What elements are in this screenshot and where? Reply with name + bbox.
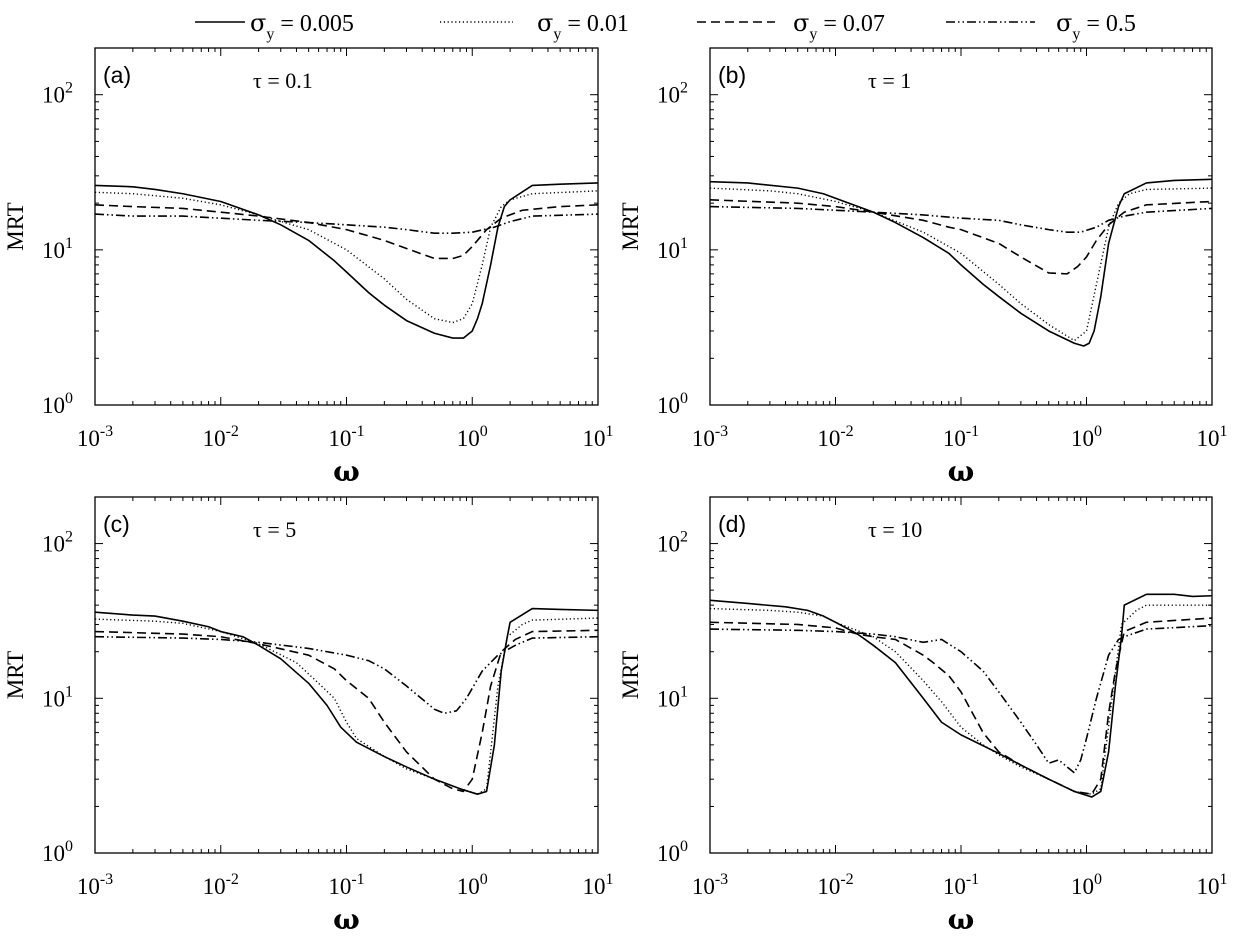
legend-label: σy = 0.005 (250, 9, 354, 43)
series-line-solid (710, 178, 1212, 347)
x-tick-label: 10-1 (943, 871, 979, 899)
y-tick-label: 101 (657, 235, 688, 263)
x-tick-label: 10-2 (203, 871, 239, 899)
x-tick-label: 101 (583, 423, 614, 451)
panel: 10-3 10-2 10-1 100 101 100 101 102 ω MRT (a) τ = 0.… (3, 47, 614, 488)
x-tick-label: 100 (1071, 871, 1102, 899)
chart-panels: 10-3 10-2 10-1 100 101 100 101 102 ω MRT (a) τ = 0.… (3, 47, 1228, 936)
panel: 10-3 10-2 10-1 100 101 100 101 102 ω MRT (b) τ = 1 (618, 47, 1228, 488)
plot-frame (94, 496, 599, 854)
legend-item: σy = 0.01 (440, 9, 629, 43)
legend-item: σy = 0.07 (697, 9, 885, 43)
y-tick-label: 101 (657, 683, 688, 711)
series-group (95, 607, 598, 795)
x-axis-label: ω (333, 455, 360, 488)
legend-label: σy = 0.5 (1056, 9, 1136, 43)
panel: 10-3 10-2 10-1 100 101 100 101 102 ω MRT (c) τ = 5 (3, 496, 614, 936)
panel-label: (c) (103, 511, 130, 537)
series-line-dashdotdot (710, 205, 1212, 233)
legend-label: σy = 0.01 (537, 9, 629, 43)
plot-frame (94, 47, 599, 406)
y-axis-label: MRT (618, 651, 643, 699)
series-line-dashdotdot (95, 635, 598, 715)
series-group (95, 182, 598, 339)
x-tick-label: 10-2 (817, 871, 853, 899)
x-tick-label: 10-3 (692, 423, 728, 451)
x-tick-label: 100 (1071, 423, 1102, 451)
tau-annotation: τ = 5 (253, 517, 296, 542)
series-line-dashed (95, 629, 598, 793)
legend-item: σy = 0.5 (946, 9, 1136, 43)
y-axis-label: MRT (3, 651, 28, 699)
panel-label: (a) (103, 62, 131, 88)
x-tick-label: 10-1 (943, 423, 979, 451)
x-tick-label: 100 (457, 871, 488, 899)
legend-item: σy = 0.005 (195, 9, 354, 43)
series-line-solid (95, 182, 598, 339)
series-line-dashed (95, 204, 598, 260)
series-line-dotted (95, 617, 598, 795)
x-tick-label: 101 (1197, 871, 1228, 899)
y-axis-label: MRT (618, 202, 643, 250)
series-line-dotted (95, 190, 598, 324)
y-tick-label: 102 (42, 80, 73, 108)
y-tick-label: 102 (42, 529, 73, 557)
series-line-dashdotdot (95, 213, 598, 235)
y-tick-label: 100 (42, 390, 73, 418)
series-line-dashed (710, 199, 1212, 275)
y-tick-label: 100 (657, 390, 688, 418)
series-group (710, 593, 1212, 798)
tau-annotation: τ = 1 (868, 68, 911, 93)
legend: σy = 0.005 σy = 0.01 σy = 0.07 σy = 0.5 (195, 9, 1136, 43)
tau-annotation: τ = 10 (868, 517, 922, 542)
x-axis-label: ω (948, 455, 975, 488)
y-tick-label: 100 (42, 838, 73, 866)
x-tick-label: 10-3 (77, 871, 113, 899)
series-line-dotted (710, 604, 1212, 795)
panel-label: (b) (718, 62, 746, 88)
x-tick-label: 10-3 (77, 423, 113, 451)
legend-label: σy = 0.07 (793, 9, 885, 43)
y-tick-label: 102 (657, 80, 688, 108)
tau-annotation: τ = 0.1 (253, 68, 313, 93)
series-group (710, 178, 1212, 347)
y-tick-label: 100 (657, 838, 688, 866)
x-axis-label: ω (333, 903, 360, 936)
y-tick-label: 101 (42, 235, 73, 263)
x-tick-label: 10-3 (692, 871, 728, 899)
x-tick-label: 10-1 (328, 871, 364, 899)
x-axis-label: ω (948, 903, 975, 936)
series-line-dashed (710, 617, 1212, 795)
x-tick-label: 10-1 (328, 423, 364, 451)
x-tick-label: 101 (583, 871, 614, 899)
y-tick-label: 102 (657, 529, 688, 557)
plot-frame (709, 496, 1213, 854)
x-tick-label: 10-2 (203, 423, 239, 451)
panel-label: (d) (718, 511, 746, 537)
y-axis-label: MRT (3, 202, 28, 250)
x-tick-label: 10-2 (817, 423, 853, 451)
series-line-dashdotdot (710, 624, 1212, 774)
plot-frame (709, 47, 1213, 406)
x-tick-label: 101 (1197, 423, 1228, 451)
x-tick-label: 100 (457, 423, 488, 451)
panel: 10-3 10-2 10-1 100 101 100 101 102 ω MRT (d) τ = 10 (618, 496, 1228, 936)
y-tick-label: 101 (42, 683, 73, 711)
series-line-solid (95, 607, 598, 795)
